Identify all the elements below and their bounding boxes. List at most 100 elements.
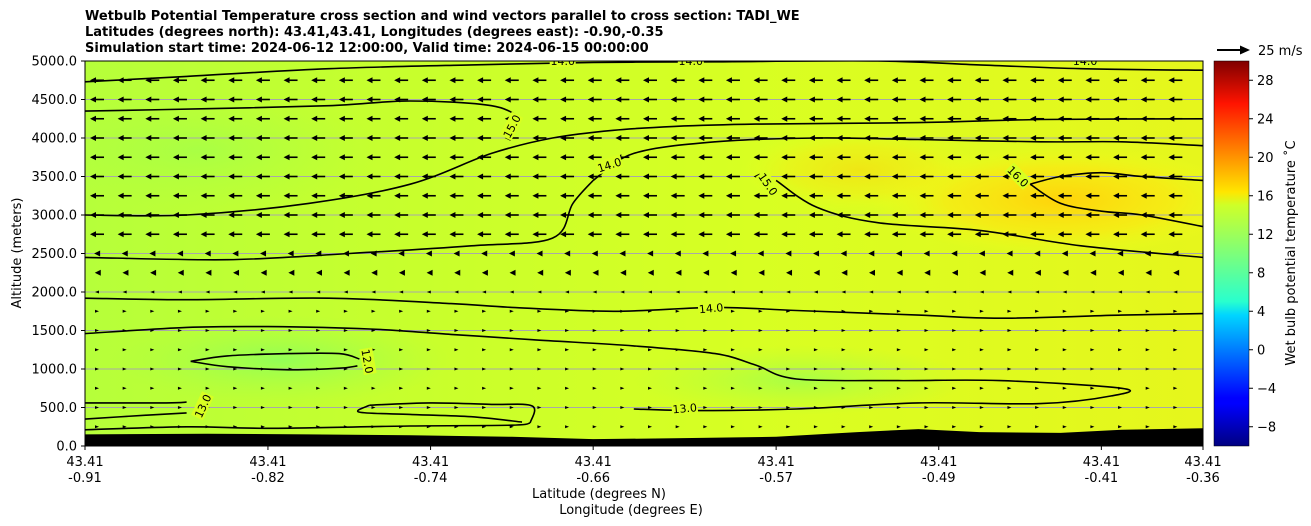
wind-vector — [1173, 367, 1178, 371]
wind-vector — [311, 173, 326, 180]
wind-vector — [836, 192, 851, 199]
wind-vector — [172, 77, 187, 84]
y-tick-label: 1000.0 — [32, 363, 78, 378]
wind-vector — [255, 154, 270, 161]
wind-vector — [233, 269, 240, 276]
y-tick-label: 500.0 — [40, 401, 77, 416]
contour-line — [190, 352, 360, 363]
contour-line — [592, 137, 1203, 182]
wind-vector — [177, 309, 182, 313]
wind-vector — [482, 309, 487, 313]
wind-vector — [620, 425, 625, 429]
wind-vector — [283, 77, 298, 84]
wind-vector — [449, 96, 464, 103]
wind-vector — [504, 154, 519, 161]
wind-vector — [947, 231, 962, 238]
wind-vector — [205, 269, 212, 276]
wind-vector — [1057, 77, 1072, 84]
wind-vector — [1168, 231, 1183, 238]
wind-vector — [869, 425, 874, 429]
contour-label-bg — [359, 347, 377, 376]
wind-vector — [172, 192, 187, 199]
wind-vector — [537, 269, 544, 276]
y-tick-label: 4500.0 — [32, 93, 78, 108]
contour-line — [369, 402, 536, 424]
wind-vector — [869, 348, 874, 352]
wind-vector — [532, 212, 547, 218]
wind-vector — [587, 135, 602, 141]
wind-vector — [1057, 192, 1072, 199]
wind-vector — [260, 329, 265, 332]
wind-vector — [121, 250, 128, 257]
wind-vector — [725, 115, 740, 122]
wind-vector — [1085, 212, 1100, 218]
wind-vector — [1145, 269, 1152, 276]
wind-vector — [1113, 173, 1128, 180]
wind-vector — [117, 154, 132, 161]
wind-vector — [560, 115, 575, 122]
wind-vector — [615, 96, 630, 103]
wind-vector — [1061, 250, 1068, 257]
wind-vector — [338, 212, 353, 218]
wind-vector — [1090, 290, 1095, 294]
wind-vector — [753, 96, 768, 103]
wind-vector — [836, 115, 851, 122]
wind-vector — [592, 367, 597, 371]
colorbar — [1213, 60, 1250, 447]
wind-vector — [560, 77, 575, 84]
wind-vector — [311, 115, 326, 122]
wind-vector — [449, 154, 464, 161]
wind-vector — [924, 406, 929, 409]
wind-vector — [864, 212, 879, 218]
wind-vector — [172, 115, 187, 122]
wind-vector — [122, 290, 127, 294]
wind-vector — [952, 406, 957, 409]
wind-vector — [283, 173, 298, 180]
wind-vector — [786, 367, 791, 371]
wind-vector — [730, 329, 735, 332]
wind-vector — [283, 154, 298, 161]
wind-vector — [924, 269, 931, 276]
wind-vector — [122, 367, 127, 371]
wind-vector — [952, 425, 957, 429]
wind-vector — [952, 290, 957, 294]
wind-vector — [643, 212, 657, 218]
wind-vector — [565, 425, 570, 429]
wind-vector — [836, 231, 851, 238]
wind-vector — [591, 250, 598, 257]
wind-vector — [145, 192, 160, 199]
wind-vector — [537, 367, 542, 371]
wind-vector — [1118, 425, 1123, 429]
wind-vector — [122, 309, 127, 313]
wind-vector — [204, 250, 211, 257]
wind-vector — [1035, 425, 1040, 429]
wind-vector — [670, 173, 685, 180]
wind-vector — [315, 269, 322, 276]
wind-vector — [449, 77, 464, 84]
wind-vector — [758, 269, 765, 276]
wind-vector — [311, 154, 326, 161]
wind-vector — [753, 77, 768, 84]
wind-vector — [648, 348, 652, 352]
wind-vector — [95, 329, 99, 332]
wind-vector — [122, 269, 129, 276]
wind-vector — [90, 135, 104, 141]
wind-vector — [753, 212, 768, 218]
wind-vector — [730, 425, 735, 429]
wind-vector — [924, 348, 929, 352]
wind-vector — [1173, 406, 1178, 409]
wind-vector — [532, 192, 547, 199]
contour-line — [190, 360, 358, 371]
wind-vector — [924, 329, 929, 332]
wind-vector — [1140, 96, 1155, 103]
wind-vector — [228, 154, 243, 161]
wind-vector — [919, 77, 934, 84]
wind-vector — [675, 425, 680, 429]
wind-vector — [670, 192, 685, 199]
wind-vector — [205, 386, 210, 390]
wind-vector — [421, 135, 436, 141]
wind-vector — [509, 386, 514, 390]
wind-vector — [974, 77, 989, 84]
wind-vector — [1118, 309, 1123, 313]
wind-vector — [1140, 192, 1155, 199]
